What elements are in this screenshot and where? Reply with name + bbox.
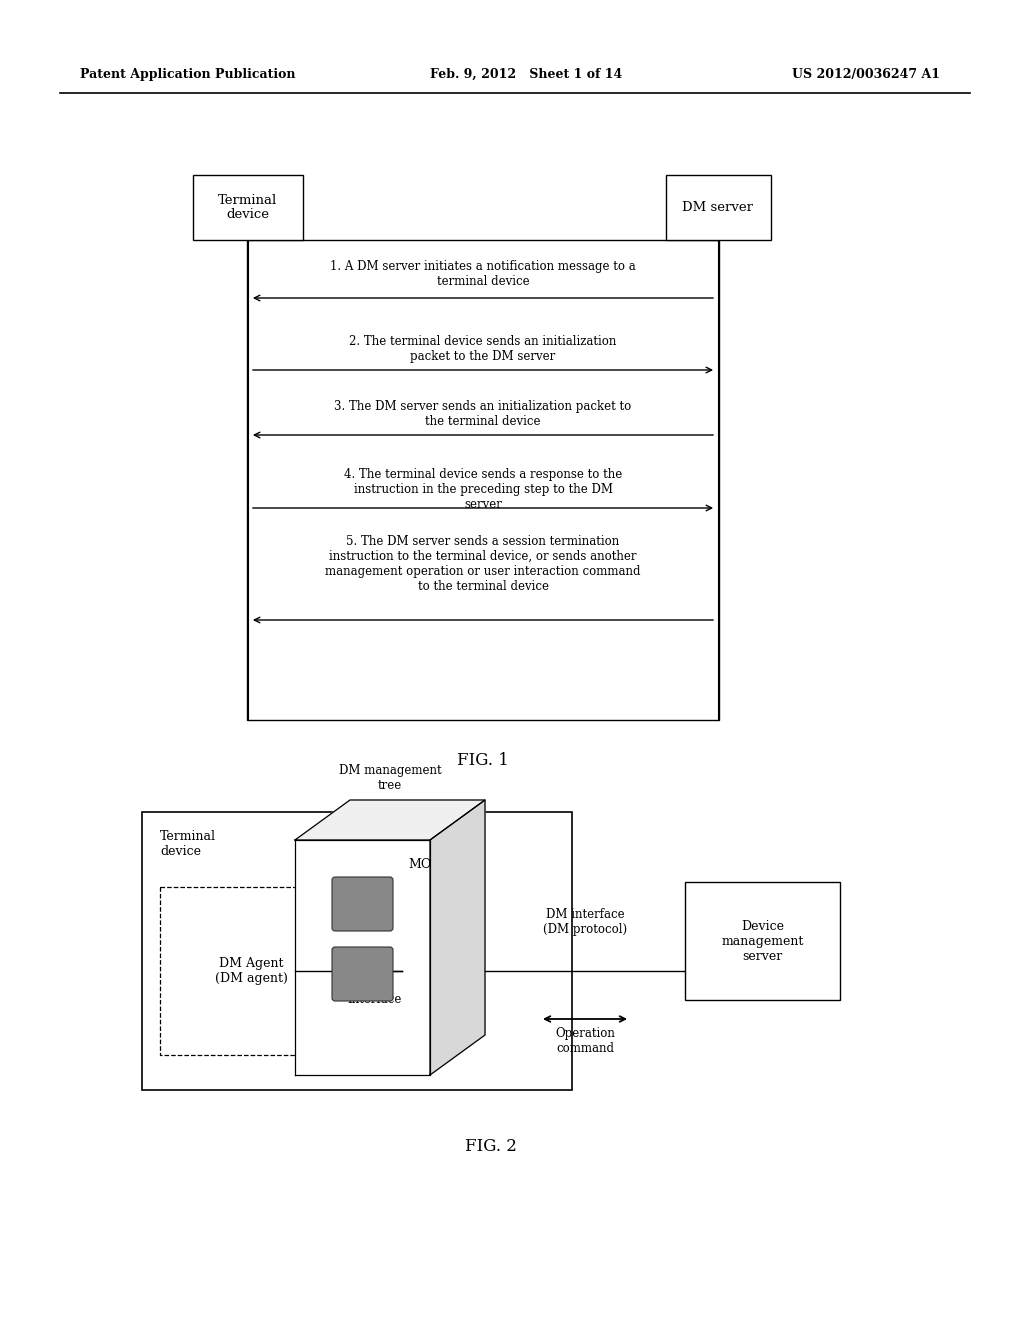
Text: Patent Application Publication: Patent Application Publication bbox=[80, 69, 296, 81]
Text: Terminal
device: Terminal device bbox=[160, 830, 216, 858]
Polygon shape bbox=[295, 800, 485, 840]
Bar bbox=[160, 887, 342, 1055]
Text: FIG. 2: FIG. 2 bbox=[465, 1138, 517, 1155]
Bar bbox=[247, 240, 719, 719]
Text: Operation
command: Operation command bbox=[555, 1027, 615, 1055]
Text: Interface: Interface bbox=[347, 993, 401, 1006]
Text: 1. A DM server initiates a notification message to a
terminal device: 1. A DM server initiates a notification … bbox=[330, 260, 636, 288]
Text: DM server: DM server bbox=[683, 201, 754, 214]
Text: 2. The terminal device sends an initialization
packet to the DM server: 2. The terminal device sends an initiali… bbox=[349, 335, 616, 363]
Polygon shape bbox=[295, 840, 430, 1074]
Bar bbox=[142, 812, 572, 1090]
Text: DM management
tree: DM management tree bbox=[339, 764, 441, 792]
Text: 3. The DM server sends an initialization packet to
the terminal device: 3. The DM server sends an initialization… bbox=[335, 400, 632, 428]
Text: 5. The DM server sends a session termination
instruction to the terminal device,: 5. The DM server sends a session termina… bbox=[326, 535, 641, 593]
Text: Feb. 9, 2012   Sheet 1 of 14: Feb. 9, 2012 Sheet 1 of 14 bbox=[430, 69, 623, 81]
Text: 4. The terminal device sends a response to the
instruction in the preceding step: 4. The terminal device sends a response … bbox=[344, 469, 623, 511]
Bar bbox=[685, 882, 840, 1001]
Text: FIG. 1: FIG. 1 bbox=[457, 752, 509, 770]
Text: US 2012/0036247 A1: US 2012/0036247 A1 bbox=[792, 69, 940, 81]
Polygon shape bbox=[430, 800, 485, 1074]
Text: DM interface
(DM protocol): DM interface (DM protocol) bbox=[543, 908, 627, 936]
Text: DM Agent
(DM agent): DM Agent (DM agent) bbox=[215, 957, 288, 985]
Bar bbox=[193, 176, 303, 240]
Text: Device
management
server: Device management server bbox=[721, 920, 804, 962]
FancyBboxPatch shape bbox=[332, 946, 393, 1001]
FancyBboxPatch shape bbox=[332, 876, 393, 931]
Text: Terminal
device: Terminal device bbox=[218, 194, 278, 222]
Bar bbox=[666, 176, 771, 240]
Text: MO: MO bbox=[409, 858, 432, 871]
